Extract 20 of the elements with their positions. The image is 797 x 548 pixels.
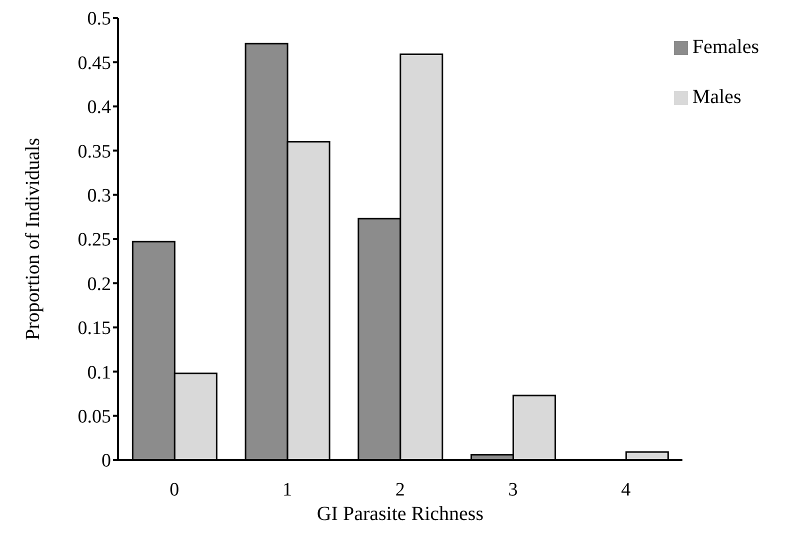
y-tick-label: 0.05 bbox=[78, 406, 111, 428]
y-tick-label: 0.15 bbox=[78, 318, 111, 340]
y-tick-label: 0.25 bbox=[78, 230, 111, 251]
y-tick-label: 0.3 bbox=[87, 186, 111, 207]
x-tick-label: 0 bbox=[170, 479, 180, 500]
y-tick-label: 0.5 bbox=[87, 8, 111, 30]
x-axis-title: GI Parasite Richness bbox=[316, 503, 484, 525]
y-tick-label: 0 bbox=[102, 450, 111, 472]
y-tick-label: 0.45 bbox=[78, 52, 111, 74]
legend-label: Males bbox=[692, 86, 742, 108]
y-axis-title: Proportion of Individuals bbox=[22, 138, 44, 340]
x-tick-label: 4 bbox=[621, 479, 632, 500]
y-tick-label: 0.35 bbox=[78, 141, 111, 162]
y-tick-label: 0.2 bbox=[87, 274, 111, 295]
legend-label: Females bbox=[692, 36, 759, 58]
x-tick-label: 3 bbox=[508, 479, 518, 500]
x-tick-label: 1 bbox=[282, 479, 292, 500]
x-tick-label: 2 bbox=[395, 479, 405, 500]
y-tick-label: 0.1 bbox=[87, 362, 111, 384]
y-tick-label: 0.4 bbox=[87, 97, 112, 118]
